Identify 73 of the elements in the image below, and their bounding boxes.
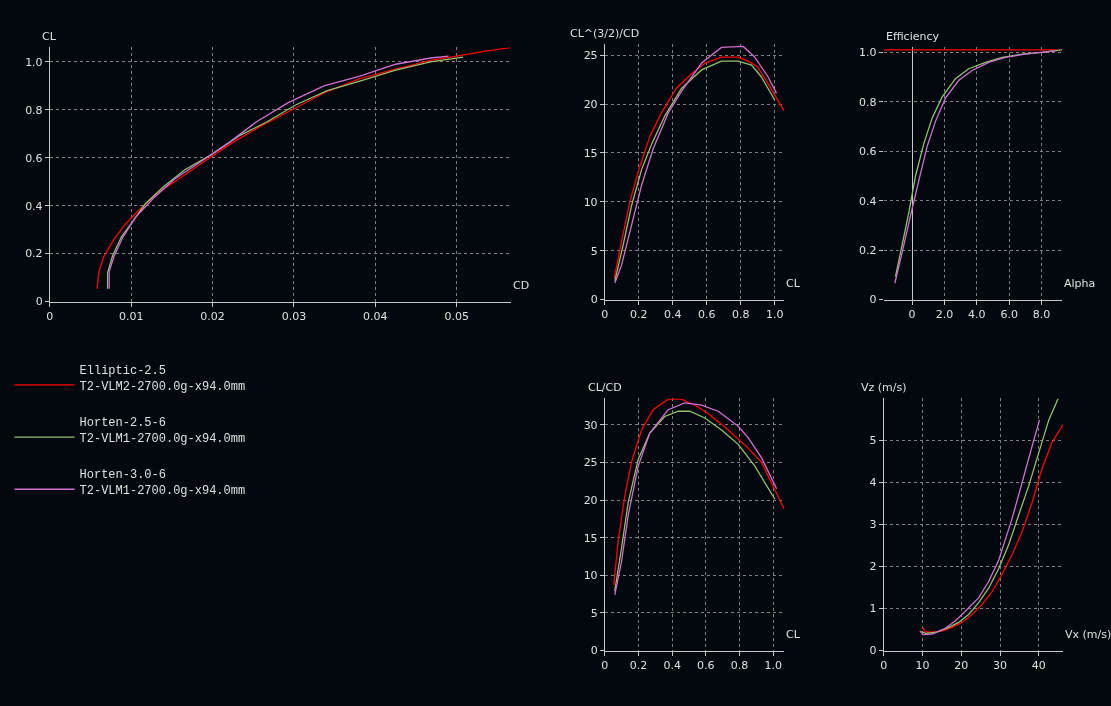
y-axis-title: Efficiency [886,30,940,43]
x-tick-label: 0.03 [281,309,307,323]
x-tick-label: 0.6 [698,307,716,321]
x-tick-label: 0.05 [444,309,469,323]
legend-label: Elliptic-2.5 T2-VLM2-2700.0g-x94.0mm [79,363,246,394]
x-axis-title: CL [786,628,801,641]
x-tick-label: 0.04 [363,309,388,323]
x-axis-title: CD [513,279,530,292]
x-tick-label: 20 [954,658,969,672]
legend-label: Horten-3.0-6 T2-VLM1-2700.0g-x94.0mm [79,468,246,498]
x-tick-label: 0.8 [730,658,749,672]
y-tick-label: 20 [583,493,598,507]
y-tick-label: 1 [869,602,877,616]
x-tick-label: 0 [908,307,916,321]
x-tick-label: 0.2 [630,307,648,321]
x-tick-label: 0 [601,307,609,321]
x-tick-label: 30 [993,658,1008,672]
y-tick-label: 25 [583,49,598,63]
x-tick-label: 1.0 [766,307,784,321]
y-tick-label: 2 [869,560,877,574]
y-tick-label: 0 [869,293,877,307]
y-tick-label: 0.4 [25,199,43,213]
y-tick-label: 0 [590,293,598,307]
y-tick-label: 10 [583,195,598,209]
x-tick-label: 0.8 [732,307,750,321]
legend-label: Horten-2.5-6 T2-VLM1-2700.0g-x94.0mm [79,416,246,446]
line-series [919,419,1041,636]
y-axis-title: CL/CD [588,381,622,394]
y-tick-label: 0.2 [25,247,43,261]
y-tick-label: 1.0 [859,46,877,60]
x-tick-label: 1.0 [764,658,782,672]
y-tick-label: 20 [583,97,598,111]
x-tick-label: 0 [46,309,54,323]
y-tick-label: 4 [869,476,877,490]
x-tick-label: 0.6 [697,658,715,672]
y-tick-label: 1.0 [25,55,43,69]
y-tick-label: 5 [590,244,598,258]
x-tick-label: 8.0 [1032,307,1051,321]
x-axis-title: Vx (m/s) [1065,628,1111,641]
y-tick-label: 25 [583,456,598,470]
y-tick-label: 30 [583,418,598,432]
y-tick-label: 0.6 [859,145,877,159]
x-axis-title: CL [786,277,801,290]
x-tick-label: 2.0 [935,307,954,321]
y-tick-label: 0.8 [25,103,43,117]
x-axis-title: Alpha [1064,277,1096,290]
x-tick-label: 0.01 [118,309,144,323]
y-tick-label: 0 [869,644,877,658]
x-tick-label: 6.0 [1000,307,1018,321]
x-tick-label: 0 [601,658,609,672]
x-tick-label: 0.02 [200,309,225,323]
x-tick-label: 0.4 [663,658,681,672]
y-tick-label: 0 [35,295,43,309]
y-tick-label: 0.2 [859,244,877,257]
x-tick-label: 4.0 [968,307,986,321]
y-tick-label: 0 [590,644,598,658]
y-axis-title: CL [42,30,57,43]
y-tick-label: 5 [590,606,598,620]
y-tick-label: 5 [869,434,877,448]
y-tick-label: 10 [583,569,598,583]
x-tick-label: 0.2 [629,658,648,672]
y-tick-label: 0.6 [25,151,43,165]
y-axis-title: CL^(3/2)/CD [570,27,640,40]
x-tick-label: 0.4 [664,307,682,321]
y-tick-label: 3 [869,518,877,532]
x-tick-label: 10 [915,658,930,672]
y-axis-title: Vz (m/s) [861,381,907,394]
y-tick-label: 15 [583,146,598,160]
x-tick-label: 0 [880,658,888,672]
y-tick-label: 15 [583,531,598,545]
y-tick-label: 0.4 [859,194,877,208]
x-tick-label: 40 [1031,658,1046,672]
y-tick-label: 0.8 [859,95,877,109]
